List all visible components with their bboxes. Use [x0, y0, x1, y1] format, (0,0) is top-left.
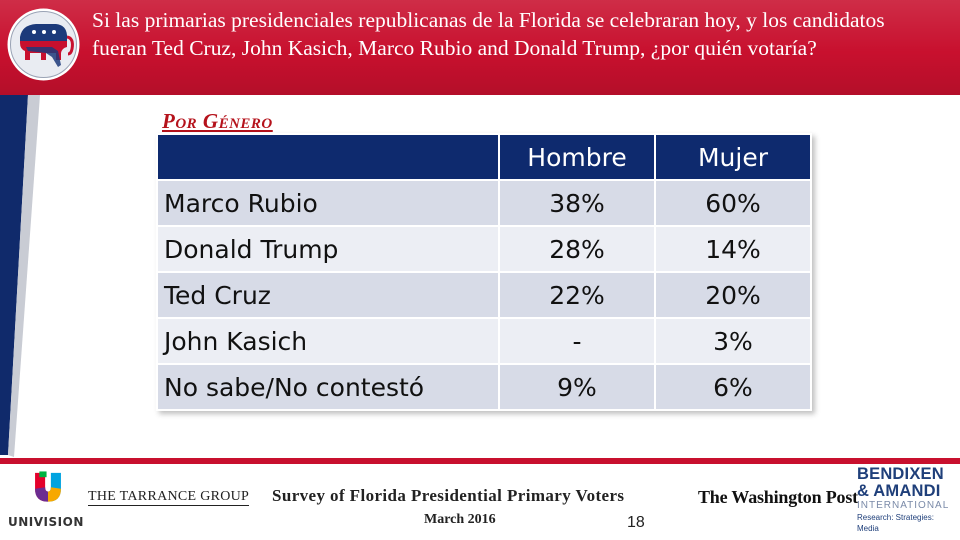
univision-logo-icon [35, 471, 61, 502]
bendixen-amandi-logo: BENDIXEN & AMANDI INTERNATIONAL Research… [857, 466, 957, 534]
section-label: Por Género [162, 109, 273, 133]
bendixen-tagline: Research: Strategies: Media [857, 513, 934, 533]
mujer-value: 6% [654, 363, 812, 411]
candidate-name: Ted Cruz [156, 271, 500, 319]
mujer-value: 3% [654, 317, 812, 365]
mujer-value: 14% [654, 225, 812, 273]
table-header-row: Hombre Mujer [156, 133, 812, 181]
republican-elephant-florida-icon [7, 8, 80, 81]
page-number: 18 [627, 514, 645, 531]
candidate-name: Marco Rubio [156, 179, 500, 227]
hombre-value: 9% [498, 363, 656, 411]
slide-title: Si las primarias presidenciales republic… [92, 8, 885, 60]
column-header-candidate [156, 133, 500, 181]
slide-footer [0, 464, 960, 540]
table-row: John Kasich - 3% [156, 317, 812, 365]
tarrance-group-logo: THE TARRANCE GROUP [88, 489, 250, 506]
mujer-value: 20% [654, 271, 812, 319]
bendixen-line1: BENDIXEN [857, 465, 944, 483]
washington-post-logo: The Washington Post [698, 487, 858, 507]
left-navy-band [0, 95, 40, 457]
column-header-hombre: Hombre [498, 133, 656, 181]
slide-header: Si las primarias presidenciales republic… [0, 0, 960, 95]
univision-label: UNIVISION [8, 515, 84, 529]
footer-divider [0, 458, 960, 464]
hombre-value: - [498, 317, 656, 365]
hombre-value: 22% [498, 271, 656, 319]
table-row: No sabe/No contestó 9% 6% [156, 363, 812, 411]
mujer-value: 60% [654, 179, 812, 227]
candidate-name: No sabe/No contestó [156, 363, 500, 411]
hombre-value: 28% [498, 225, 656, 273]
hombre-value: 38% [498, 179, 656, 227]
table-row: Ted Cruz 22% 20% [156, 271, 812, 319]
column-header-mujer: Mujer [654, 133, 812, 181]
survey-title: Survey of Florida Presidential Primary V… [272, 486, 625, 505]
table-row: Marco Rubio 38% 60% [156, 179, 812, 227]
bendixen-line3: INTERNATIONAL [857, 500, 950, 511]
table-row: Donald Trump 28% 14% [156, 225, 812, 273]
results-table: Hombre Mujer Marco Rubio 38% 60% Donald … [156, 133, 812, 411]
header-gradient [0, 0, 960, 95]
candidate-name: Donald Trump [156, 225, 500, 273]
bendixen-line2: & AMANDI [857, 482, 941, 500]
survey-date: March 2016 [424, 512, 496, 527]
candidate-name: John Kasich [156, 317, 500, 365]
